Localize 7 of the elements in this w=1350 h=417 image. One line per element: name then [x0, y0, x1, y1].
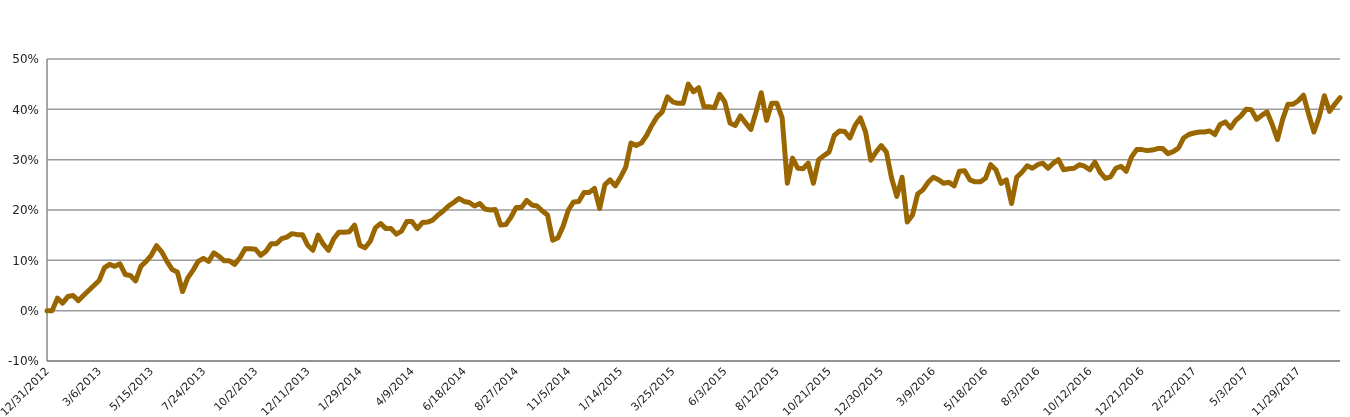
y-tick-label: 0%: [19, 303, 39, 318]
y-tick-label: 30%: [12, 152, 39, 167]
y-tick-label: 50%: [12, 52, 39, 67]
y-tick-label: 40%: [12, 102, 39, 117]
y-tick-label: -10%: [7, 354, 39, 369]
y-tick-label: 20%: [12, 203, 39, 218]
y-tick-label: 10%: [12, 253, 39, 268]
